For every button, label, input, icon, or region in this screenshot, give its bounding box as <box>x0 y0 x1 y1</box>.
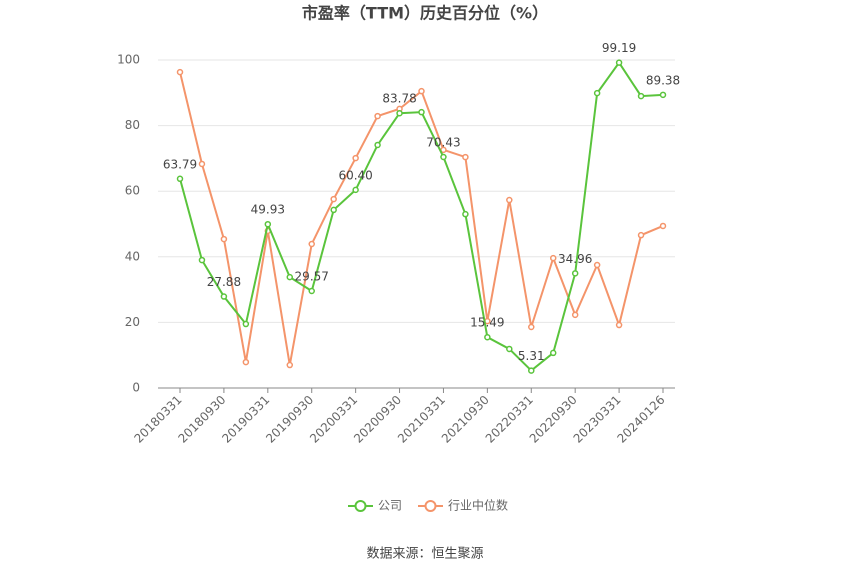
point <box>440 153 447 161</box>
point <box>220 293 228 300</box>
data-label: 89.38 <box>646 73 680 87</box>
point <box>352 154 359 162</box>
point <box>506 345 513 353</box>
point <box>549 349 557 357</box>
legend-label: 公司 <box>378 499 402 513</box>
point <box>528 367 535 374</box>
point <box>506 196 513 204</box>
point <box>528 323 535 331</box>
point <box>374 112 381 120</box>
data-label: 99.19 <box>602 41 636 55</box>
point <box>549 254 557 262</box>
point <box>418 87 425 95</box>
point <box>198 160 206 168</box>
data-label: 60.40 <box>338 168 372 182</box>
point <box>308 287 315 295</box>
point <box>659 91 667 99</box>
data-label: 83.78 <box>382 92 416 106</box>
point <box>264 220 272 228</box>
point <box>418 108 425 116</box>
point <box>330 206 337 214</box>
y-tick-label: 0 <box>132 381 140 395</box>
point <box>176 68 184 76</box>
point <box>176 175 184 183</box>
point <box>396 109 403 117</box>
chart-title: 市盈率（TTM）历史百分位（%） <box>302 4 548 23</box>
legend-label: 行业中位数 <box>448 498 508 513</box>
point <box>242 358 250 366</box>
point <box>637 231 645 239</box>
y-tick-label: 20 <box>125 315 140 329</box>
point <box>242 320 250 328</box>
point <box>571 270 579 277</box>
legend-marker <box>354 500 367 512</box>
series-line <box>179 71 664 366</box>
point <box>593 89 601 97</box>
y-tick-label: 100 <box>117 53 140 67</box>
point <box>352 186 359 194</box>
point <box>330 195 337 203</box>
point <box>593 261 601 269</box>
data-label: 70.43 <box>426 135 460 149</box>
point <box>462 153 469 161</box>
point <box>286 273 294 281</box>
point <box>637 92 645 100</box>
y-tick-label: 80 <box>125 118 140 132</box>
point <box>615 59 623 66</box>
data-label: 15.49 <box>470 316 504 330</box>
point <box>286 361 294 369</box>
y-tick-label: 60 <box>125 184 140 198</box>
data-label: 63.79 <box>163 157 197 171</box>
data-label: 29.57 <box>295 270 329 284</box>
x-tick-label: 20240126 <box>615 393 668 446</box>
source: 数据来源：恒生聚源 <box>366 547 483 562</box>
point <box>374 141 381 149</box>
point <box>484 333 491 341</box>
legend-marker <box>424 500 437 512</box>
point <box>462 210 469 218</box>
point <box>615 321 623 329</box>
point <box>198 256 206 264</box>
point <box>659 222 667 230</box>
point <box>308 240 315 248</box>
point <box>220 235 228 243</box>
data-label: 49.93 <box>251 203 285 217</box>
data-label: 5.31 <box>518 349 545 363</box>
point <box>571 311 579 319</box>
data-label: 34.96 <box>558 252 592 266</box>
y-tick-label: 40 <box>125 249 140 263</box>
data-label: 27.88 <box>207 275 241 289</box>
